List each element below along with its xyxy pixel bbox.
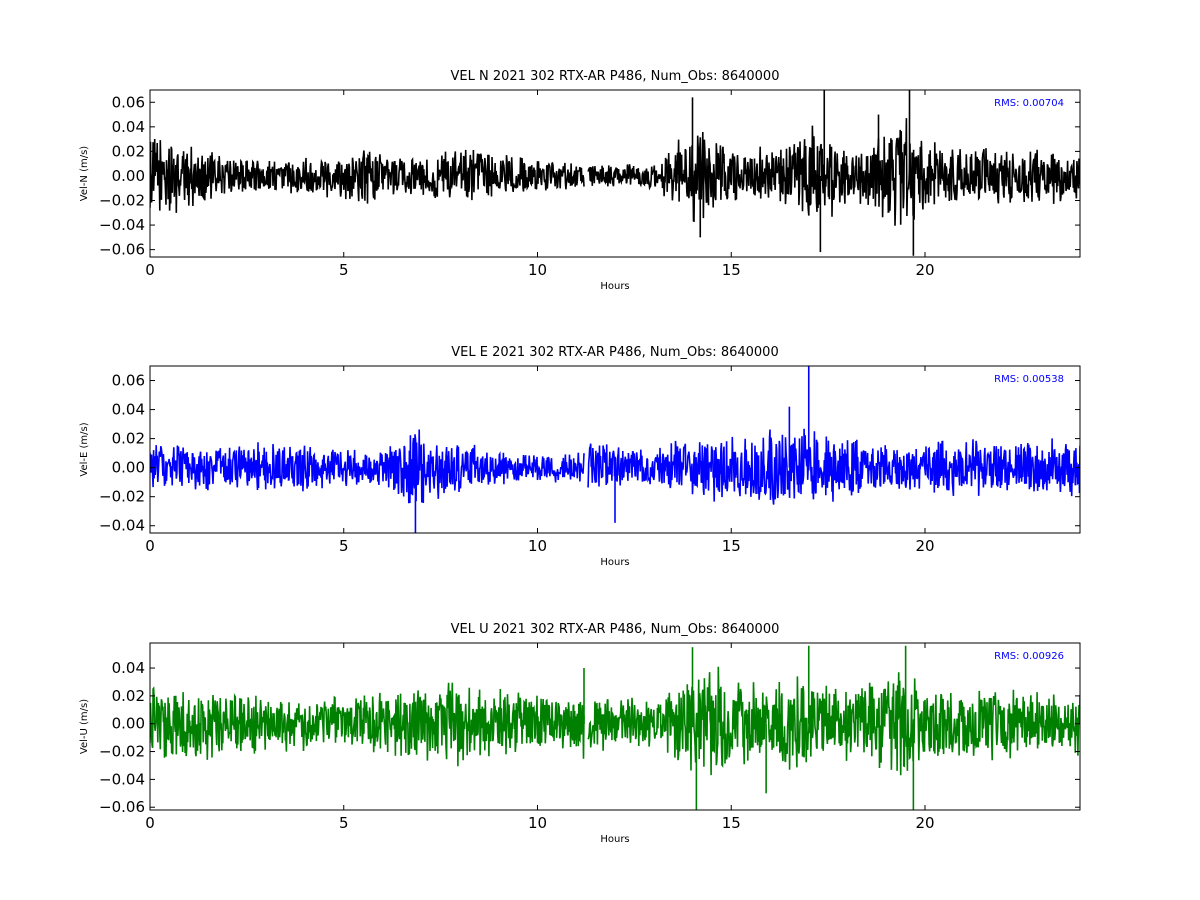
x-axis-label: Hours	[600, 281, 629, 292]
y-tick-label: 0.02	[112, 142, 145, 160]
series-trace	[150, 118, 1080, 226]
y-tick-label: −0.06	[99, 798, 145, 816]
panel-3: VEL U 2021 302 RTX-AR P486, Num_Obs: 864…	[79, 622, 1081, 845]
y-tick-label: −0.04	[99, 770, 145, 788]
y-tick-label: −0.02	[99, 488, 145, 506]
y-axis-label: Vel-U (m/s)	[79, 699, 90, 754]
x-tick-label: 20	[915, 537, 934, 555]
y-axis-label: Vel-N (m/s)	[79, 146, 90, 201]
rms-annotation: RMS: 0.00538	[994, 374, 1064, 385]
y-tick-label: 0.06	[112, 93, 145, 111]
x-tick-label: 5	[339, 261, 349, 279]
rms-annotation: RMS: 0.00704	[994, 98, 1064, 109]
rms-annotation: RMS: 0.00926	[994, 651, 1064, 662]
panel-2: VEL E 2021 302 RTX-AR P486, Num_Obs: 864…	[79, 345, 1081, 568]
y-tick-label: −0.02	[99, 743, 145, 761]
axes-frame	[149, 642, 1081, 811]
y-tick-label: 0.02	[112, 430, 145, 448]
axes-frame	[149, 365, 1081, 534]
x-tick-label: 15	[722, 261, 741, 279]
series-trace	[150, 666, 1080, 776]
y-tick-label: 0.04	[112, 118, 145, 136]
x-tick-label: 10	[528, 537, 547, 555]
y-tick-label: 0.00	[112, 459, 145, 477]
x-tick-label: 15	[722, 537, 741, 555]
chart-title: VEL N 2021 302 RTX-AR P486, Num_Obs: 864…	[451, 69, 780, 84]
y-tick-label: 0.04	[112, 659, 145, 677]
y-tick-label: 0.02	[112, 687, 145, 705]
x-tick-label: 20	[915, 261, 934, 279]
x-tick-label: 10	[528, 814, 547, 832]
axes-frame	[149, 89, 1081, 258]
panel-1: VEL N 2021 302 RTX-AR P486, Num_Obs: 864…	[79, 69, 1081, 292]
y-axis-label: Vel-E (m/s)	[79, 422, 90, 476]
y-tick-label: −0.02	[99, 192, 145, 210]
y-tick-label: −0.06	[99, 241, 145, 259]
x-tick-label: 15	[722, 814, 741, 832]
x-tick-label: 0	[145, 537, 155, 555]
y-tick-label: 0.00	[112, 715, 145, 733]
y-tick-label: −0.04	[99, 216, 145, 234]
y-tick-label: 0.04	[112, 401, 145, 419]
y-tick-label: −0.04	[99, 517, 145, 535]
x-tick-label: 5	[339, 537, 349, 555]
y-tick-label: 0.06	[112, 372, 145, 390]
series-trace	[150, 428, 1080, 505]
chart-title: VEL E 2021 302 RTX-AR P486, Num_Obs: 864…	[451, 345, 778, 360]
x-tick-label: 20	[915, 814, 934, 832]
x-tick-label: 0	[145, 814, 155, 832]
chart-title: VEL U 2021 302 RTX-AR P486, Num_Obs: 864…	[451, 622, 780, 637]
x-tick-label: 10	[528, 261, 547, 279]
x-axis-label: Hours	[600, 834, 629, 845]
x-axis-label: Hours	[600, 557, 629, 568]
x-tick-label: 0	[145, 261, 155, 279]
x-tick-label: 5	[339, 814, 349, 832]
y-tick-label: 0.00	[112, 167, 145, 185]
